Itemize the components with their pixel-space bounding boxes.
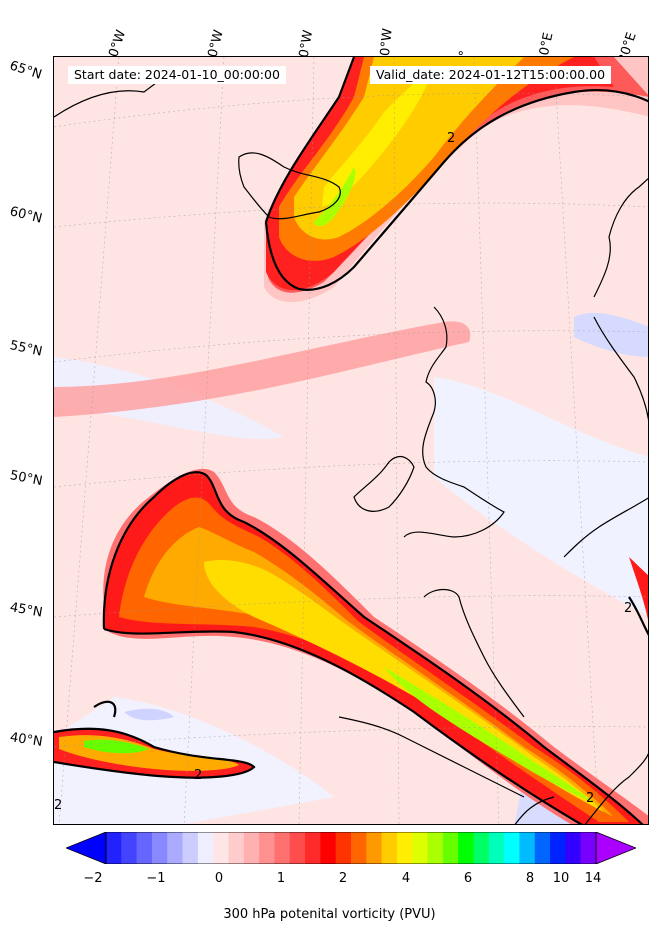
colorbar-cell (442, 832, 459, 864)
colorbar-cell (243, 832, 260, 864)
colorbar-cell (519, 832, 536, 864)
pv-map: 2 2 2 2 2 (54, 57, 648, 824)
colorbar-extend-low (66, 832, 107, 864)
colorbar-cell (121, 832, 138, 864)
colorbar-cell (274, 832, 291, 864)
colorbar-tick: 10 (552, 871, 570, 886)
map-panel: 2 2 2 2 2 (53, 56, 649, 825)
contour-label: 2 (194, 768, 202, 783)
colorbar-cell (534, 832, 551, 864)
colorbar-tick: 1 (276, 871, 286, 886)
colorbar-cell (458, 832, 475, 864)
colorbar-cell (473, 832, 490, 864)
colorbar-cell (182, 832, 199, 864)
colorbar-cell (396, 832, 413, 864)
colorbar (66, 832, 636, 864)
colorbar-cell (488, 832, 505, 864)
colorbar-tick: 14 (584, 871, 602, 886)
colorbar-cell (335, 832, 352, 864)
colorbar-extend-high (595, 832, 636, 864)
colorbar-cell (412, 832, 429, 864)
colorbar-cell (320, 832, 337, 864)
lat-label-40n: 40°N (8, 730, 44, 751)
colorbar-cell (580, 832, 597, 864)
colorbar-tick: 2 (338, 871, 348, 886)
colorbar-cell (259, 832, 276, 864)
contour-label: 2 (447, 131, 455, 146)
colorbar-cell (197, 832, 214, 864)
contour-label: 2 (624, 601, 632, 616)
contour-label: 2 (586, 791, 594, 806)
colorbar-cell (366, 832, 383, 864)
colorbar-cell (213, 832, 230, 864)
lat-label-45n: 45°N (8, 600, 44, 621)
colorbar-tick: 8 (525, 871, 535, 886)
colorbar-cell (106, 832, 122, 864)
contour-label: 2 (54, 798, 62, 813)
lat-label-50n: 50°N (8, 468, 44, 490)
colorbar-cell (228, 832, 245, 864)
colorbar-tick: 0 (214, 871, 224, 886)
colorbar-tick: 4 (401, 871, 411, 886)
colorbar-tick: 6 (463, 871, 473, 886)
colorbar-cell (381, 832, 398, 864)
colorbar-cell (565, 832, 582, 864)
colorbar-cell (167, 832, 184, 864)
colorbar-cell (289, 832, 306, 864)
colorbar-cell (351, 832, 367, 864)
colorbar-tick: −1 (146, 871, 166, 886)
colorbar-cell (504, 832, 521, 864)
contour-label-group: 2 2 2 2 2 (54, 131, 632, 813)
colorbar-cell (427, 832, 444, 864)
lat-label-55n: 55°N (8, 338, 44, 360)
colorbar-label: 300 hPa potenital vorticity (PVU) (223, 907, 436, 922)
lat-label-65n: 65°N (7, 58, 44, 83)
lat-label-60n: 60°N (8, 204, 44, 227)
colorbar-cell (136, 832, 153, 864)
valid-date-label: Valid_date: 2024-01-12T15:00:00.00 (370, 66, 612, 84)
colorbar-cell (550, 832, 566, 864)
colorbar-tick: −2 (83, 871, 103, 886)
colorbar-cell (151, 832, 168, 864)
colorbar-cell (305, 832, 321, 864)
start-date-label: Start date: 2024-01-10_00:00:00 (68, 66, 286, 84)
